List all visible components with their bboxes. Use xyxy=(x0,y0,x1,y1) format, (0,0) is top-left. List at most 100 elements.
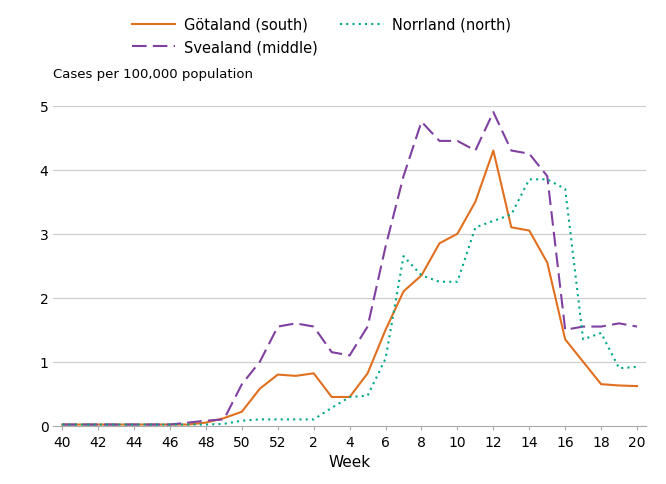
Götaland (south) xyxy=(525,228,533,234)
Norrland (north) xyxy=(94,422,102,427)
Legend: Götaland (south), Svealand (middle), Norrland (north): Götaland (south), Svealand (middle), Nor… xyxy=(132,18,511,55)
Svealand (middle) xyxy=(436,139,444,145)
Götaland (south) xyxy=(382,327,390,333)
Svealand (middle) xyxy=(238,381,246,387)
Norrland (north) xyxy=(454,279,462,285)
Götaland (south) xyxy=(130,422,138,427)
Götaland (south) xyxy=(454,231,462,237)
Svealand (middle) xyxy=(525,151,533,157)
Norrland (north) xyxy=(166,422,174,427)
Norrland (north) xyxy=(490,219,498,225)
Svealand (middle) xyxy=(418,120,426,125)
Norrland (north) xyxy=(274,417,282,423)
Norrland (north) xyxy=(184,422,192,427)
Götaland (south) xyxy=(184,422,192,427)
Svealand (middle) xyxy=(454,139,462,145)
Norrland (north) xyxy=(256,417,264,423)
Götaland (south) xyxy=(166,422,174,427)
Götaland (south) xyxy=(94,422,102,427)
Norrland (north) xyxy=(579,337,587,343)
Svealand (middle) xyxy=(220,417,228,423)
Svealand (middle) xyxy=(256,359,264,365)
X-axis label: Week: Week xyxy=(328,454,371,469)
Svealand (middle) xyxy=(490,110,498,116)
Svealand (middle) xyxy=(507,148,515,154)
Norrland (north) xyxy=(418,273,426,279)
Svealand (middle) xyxy=(274,324,282,330)
Svealand (middle) xyxy=(364,324,372,330)
Svealand (middle) xyxy=(400,174,408,180)
Götaland (south) xyxy=(490,148,498,154)
Götaland (south) xyxy=(292,373,300,379)
Svealand (middle) xyxy=(148,422,156,427)
Götaland (south) xyxy=(400,289,408,295)
Norrland (north) xyxy=(364,393,372,399)
Götaland (south) xyxy=(615,383,623,389)
Svealand (middle) xyxy=(382,244,390,250)
Line: Svealand (middle): Svealand (middle) xyxy=(62,113,637,424)
Götaland (south) xyxy=(238,409,246,415)
Svealand (middle) xyxy=(184,420,192,425)
Line: Norrland (north): Norrland (north) xyxy=(62,180,637,424)
Norrland (north) xyxy=(238,418,246,424)
Götaland (south) xyxy=(579,359,587,365)
Svealand (middle) xyxy=(310,324,318,330)
Götaland (south) xyxy=(220,415,228,421)
Svealand (middle) xyxy=(166,422,174,427)
Svealand (middle) xyxy=(202,418,210,424)
Götaland (south) xyxy=(58,422,66,427)
Norrland (north) xyxy=(597,331,605,336)
Svealand (middle) xyxy=(112,422,120,427)
Svealand (middle) xyxy=(615,321,623,327)
Svealand (middle) xyxy=(472,148,480,154)
Norrland (north) xyxy=(507,212,515,218)
Götaland (south) xyxy=(148,422,156,427)
Norrland (north) xyxy=(220,421,228,427)
Götaland (south) xyxy=(256,386,264,392)
Götaland (south) xyxy=(418,273,426,279)
Götaland (south) xyxy=(561,337,569,343)
Norrland (north) xyxy=(292,417,300,423)
Götaland (south) xyxy=(507,225,515,231)
Svealand (middle) xyxy=(76,422,84,427)
Norrland (north) xyxy=(633,364,641,370)
Norrland (north) xyxy=(148,422,156,427)
Norrland (north) xyxy=(346,394,354,400)
Norrland (north) xyxy=(436,279,444,285)
Norrland (north) xyxy=(328,405,336,411)
Line: Götaland (south): Götaland (south) xyxy=(62,151,637,424)
Svealand (middle) xyxy=(633,324,641,330)
Svealand (middle) xyxy=(130,422,138,427)
Svealand (middle) xyxy=(328,349,336,355)
Norrland (north) xyxy=(202,422,210,427)
Götaland (south) xyxy=(274,372,282,378)
Götaland (south) xyxy=(364,371,372,377)
Svealand (middle) xyxy=(579,324,587,330)
Norrland (north) xyxy=(400,254,408,259)
Norrland (north) xyxy=(615,365,623,371)
Götaland (south) xyxy=(328,394,336,400)
Norrland (north) xyxy=(76,422,84,427)
Norrland (north) xyxy=(525,177,533,183)
Götaland (south) xyxy=(202,420,210,425)
Svealand (middle) xyxy=(292,321,300,327)
Norrland (north) xyxy=(310,417,318,423)
Norrland (north) xyxy=(382,356,390,362)
Svealand (middle) xyxy=(597,324,605,330)
Svealand (middle) xyxy=(561,327,569,333)
Götaland (south) xyxy=(436,241,444,247)
Norrland (north) xyxy=(130,422,138,427)
Götaland (south) xyxy=(543,260,551,266)
Svealand (middle) xyxy=(346,353,354,359)
Götaland (south) xyxy=(472,199,480,205)
Götaland (south) xyxy=(310,371,318,377)
Norrland (north) xyxy=(543,177,551,183)
Götaland (south) xyxy=(76,422,84,427)
Götaland (south) xyxy=(346,394,354,400)
Norrland (north) xyxy=(561,187,569,193)
Svealand (middle) xyxy=(94,422,102,427)
Norrland (north) xyxy=(472,225,480,231)
Text: Cases per 100,000 population: Cases per 100,000 population xyxy=(53,68,253,81)
Svealand (middle) xyxy=(58,422,66,427)
Götaland (south) xyxy=(633,383,641,389)
